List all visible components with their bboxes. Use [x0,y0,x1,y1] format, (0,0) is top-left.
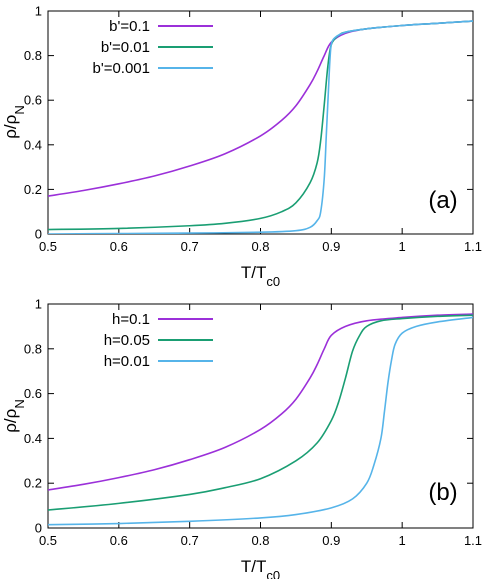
x-tick-label: 0.8 [251,533,269,548]
x-tick-label: 1 [399,533,406,548]
x-tick-label: 0.9 [322,239,340,254]
x-tick-label: 0.7 [181,239,199,254]
series-line-1 [48,313,473,491]
legend-label: b'=0.001 [92,60,150,77]
y-axis-label: ρ/ρN [1,105,27,138]
series-line-3 [48,20,473,234]
x-tick-label: 0.5 [39,533,57,548]
chart-panel-b: 0.5 0.6 0.7 0.8 0.9 1 1.1 0 0.2 0.4 0.6 0.8 1 T/Tc0 ρ/… [1,297,482,579]
x-tick-label: 0.6 [110,533,128,548]
x-tick-label: 1.1 [464,533,482,548]
legend-label: h=0.05 [104,332,150,349]
panel-label: (b) [428,479,457,506]
legend-label: b'=0.1 [109,18,150,35]
legend-label: h=0.1 [112,311,150,328]
y-tick-label: 1 [35,297,42,312]
x-tick-label: 0.8 [251,239,269,254]
legend-label: h=0.01 [104,353,150,370]
x-tick-label: 0.9 [322,533,340,548]
y-tick-label: 0.8 [24,48,42,63]
series-line-2 [48,314,473,511]
y-tick-label: 0.6 [24,386,42,401]
x-tick-label: 0.7 [181,533,199,548]
y-tick-label: 0 [35,521,42,536]
y-tick-label: 1 [35,4,42,19]
x-tick-label: 0.5 [39,239,57,254]
y-axis-label: ρ/ρN [1,399,27,432]
y-tick-label: 0.2 [24,182,42,197]
y-tick-label: 0.6 [24,93,42,108]
legend-label: b'=0.01 [101,39,150,56]
x-tick-label: 1 [399,239,406,254]
chart-panel-a: 0.5 0.6 0.7 0.8 0.9 1 1.1 0 0.2 0.4 0.6 0.8 1 T/Tc0 ρ/… [1,4,482,289]
y-tick-label: 0.4 [24,137,42,152]
y-tick-label: 0.4 [24,431,42,446]
y-tick-label: 0.2 [24,476,42,491]
y-tick-label: 0 [35,227,42,242]
x-axis-label: T/Tc0 [241,557,280,579]
x-tick-label: 1.1 [464,239,482,254]
y-tick-label: 0.8 [24,341,42,356]
x-axis-label: T/Tc0 [241,263,280,289]
x-tick-label: 0.6 [110,239,128,254]
series-line-3 [48,316,473,526]
panel-label: (a) [428,187,457,214]
